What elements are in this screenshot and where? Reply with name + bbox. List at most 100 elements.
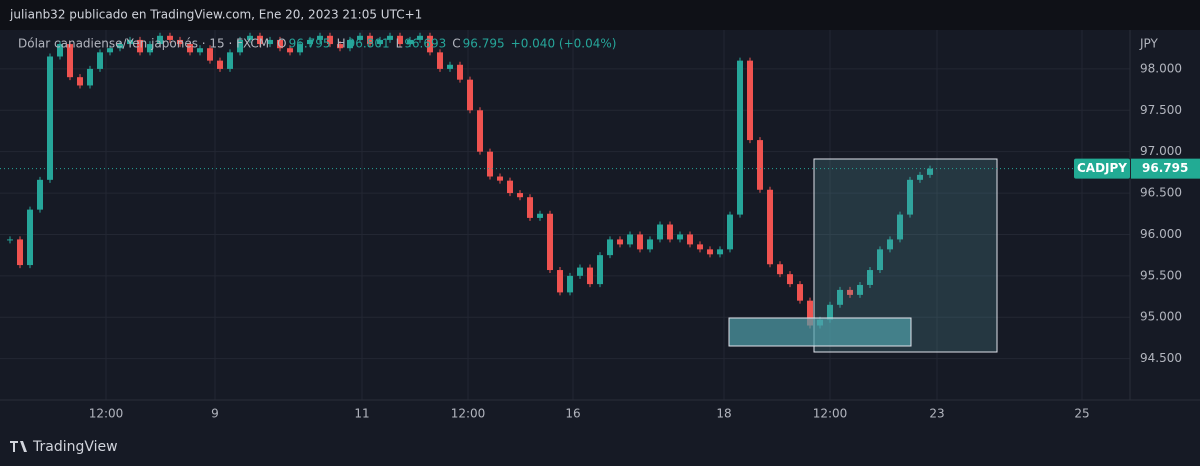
candle: [277, 39, 283, 49]
candle: [107, 48, 113, 53]
candle: [67, 44, 73, 78]
candle: [207, 48, 213, 61]
candle: [57, 44, 63, 57]
candle: [757, 140, 763, 190]
candle: [217, 60, 223, 69]
header-bar: [0, 0, 1200, 30]
zone-box-small: [728, 317, 912, 347]
candle: [387, 35, 393, 40]
x-tick-label: 12:00: [451, 407, 486, 421]
candle: [77, 77, 83, 86]
candle: [667, 224, 673, 240]
candle: [287, 48, 293, 53]
candle: [867, 270, 873, 285]
candle: [767, 189, 773, 265]
candle: [357, 35, 363, 40]
candle: [17, 239, 23, 266]
candle: [87, 68, 93, 86]
candle: [637, 234, 643, 250]
candle: [187, 44, 193, 53]
candle: [777, 264, 783, 275]
candle: [147, 44, 153, 53]
candle: [267, 39, 273, 45]
x-tick-label: 12:00: [89, 407, 124, 421]
candle: [747, 60, 753, 141]
ohlc-value: 96.795: [289, 37, 331, 51]
candle: [407, 39, 413, 45]
candle: [597, 255, 603, 285]
candle: [627, 234, 633, 245]
candle: [437, 52, 443, 69]
legend-change: +0.040 (+0.04%): [511, 37, 617, 51]
legend: Dólar canadiense/Yen japonés · 15 · FXCM…: [18, 37, 616, 51]
x-tick-label: 11: [354, 407, 369, 421]
candle: [317, 35, 323, 40]
last-price-label: 96.795: [1142, 161, 1188, 175]
y-tick-label: 96.500: [1140, 186, 1182, 200]
x-tick-label: 12:00: [813, 407, 848, 421]
candle: [27, 209, 33, 266]
candle: [37, 179, 43, 210]
footer-brand: TradingView: [32, 439, 118, 455]
candle: [607, 239, 613, 256]
candle: [487, 151, 493, 177]
x-tick-label: 9: [211, 407, 219, 421]
header-title: julianb32 publicado en TradingView.com, …: [9, 8, 422, 22]
candle: [447, 64, 453, 69]
candle: [717, 249, 723, 255]
candle: [887, 239, 893, 250]
candle: [877, 249, 883, 271]
y-tick-label: 95.500: [1140, 268, 1182, 282]
candle: [517, 193, 523, 198]
candle: [497, 176, 503, 181]
candle: [827, 304, 833, 320]
ohlc-value: 96.801: [348, 37, 390, 51]
candle: [787, 274, 793, 285]
footer-logo: TradingView: [10, 439, 118, 455]
candle: [247, 35, 253, 40]
candle: [547, 213, 553, 271]
candle: [167, 35, 173, 40]
candle: [797, 284, 803, 301]
ohlc-label: L: [396, 37, 403, 51]
candle: [237, 39, 243, 53]
candle: [707, 249, 713, 255]
candle: [427, 35, 433, 53]
candle: [137, 39, 143, 53]
y-tick-label: 96.000: [1140, 227, 1182, 241]
candle: [577, 267, 583, 276]
candle: [697, 244, 703, 250]
y-tick-label: 95.000: [1140, 310, 1182, 324]
x-tick-label: 25: [1074, 407, 1089, 421]
candle: [97, 52, 103, 69]
y-tick-label: 97.000: [1140, 144, 1182, 158]
candle: [677, 234, 683, 240]
candle: [907, 179, 913, 215]
price-tag: CADJPY: [1077, 161, 1127, 175]
candle: [127, 39, 133, 45]
candle: [687, 234, 693, 245]
candle: [457, 64, 463, 80]
y-axis-label: JPY: [1139, 37, 1159, 51]
candle: [927, 168, 933, 175]
candle: [377, 39, 383, 45]
candle: [857, 284, 863, 295]
candle: [467, 79, 473, 111]
candle: [47, 56, 53, 180]
price-tag-bg: [1074, 158, 1130, 179]
candle: [727, 214, 733, 250]
x-tick-label: 18: [716, 407, 731, 421]
ohlc-label: O: [277, 37, 286, 51]
last-price-bg: [1131, 158, 1200, 179]
candle: [417, 35, 423, 40]
candle: [917, 174, 923, 180]
candle: [297, 44, 303, 53]
ohlc-value: 96.693: [404, 37, 446, 51]
candle: [587, 267, 593, 285]
candle: [477, 110, 483, 152]
legend-symbol: Dólar canadiense/Yen japonés · 15 · FXCM: [18, 37, 269, 51]
candle: [647, 239, 653, 250]
candle: [657, 224, 663, 240]
